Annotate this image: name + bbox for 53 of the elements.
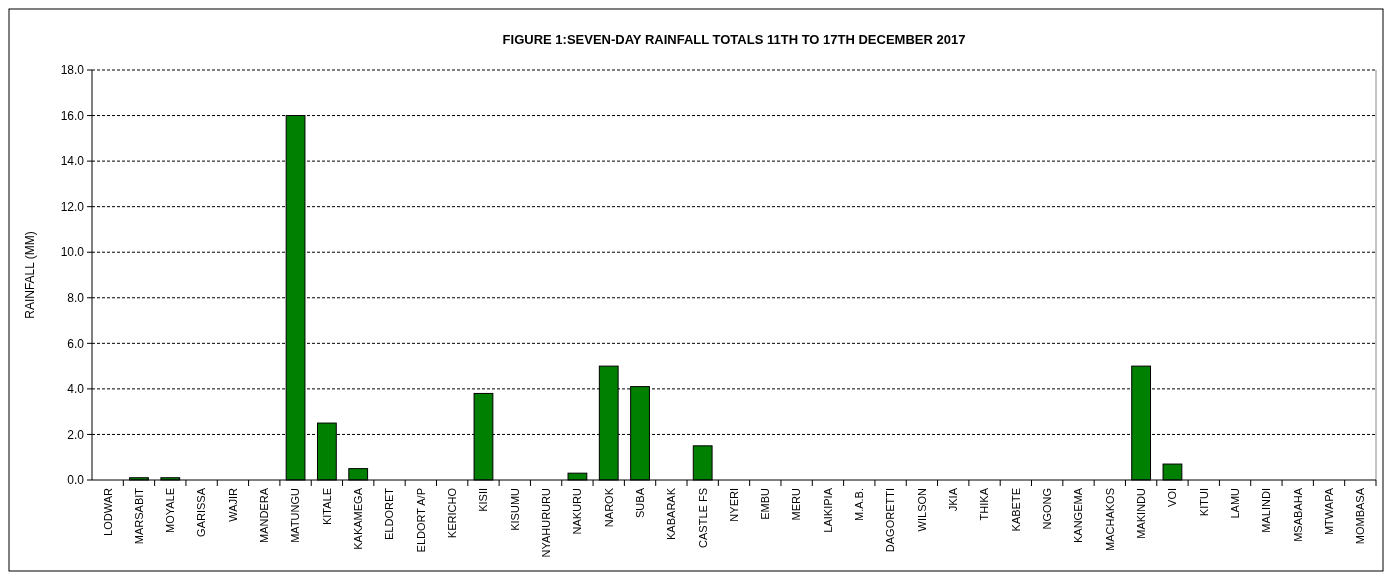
x-tick-label: KITUI xyxy=(1197,488,1210,517)
x-tick-label: MACHAKOS xyxy=(1103,488,1116,551)
x-tick-label: MERU xyxy=(790,487,803,521)
y-tick-label: 4.0 xyxy=(67,382,85,397)
x-tick-label: KERICHO xyxy=(446,487,458,539)
x-tick-label: DAGORETTI xyxy=(884,488,897,553)
x-tick-label: EMBU xyxy=(759,487,772,520)
x-tick-label: LAIKIPIA xyxy=(821,487,834,533)
x-tick-label: MALINDI xyxy=(1260,488,1273,533)
x-tick-label: MANDERA xyxy=(258,487,271,544)
x-tick-label: THIKA xyxy=(978,487,991,521)
x-tick-label: NGONG xyxy=(1041,488,1054,530)
x-tick-label: MOMBASA xyxy=(1354,487,1367,545)
x-tick-label: KAKAMEGA xyxy=(352,487,365,550)
x-tick-label: KANGEMA xyxy=(1072,487,1085,544)
x-tick-label: MTWAPA xyxy=(1322,487,1335,536)
x-tick-label: KISUMU xyxy=(508,487,521,531)
x-tick-label: M.A.B. xyxy=(853,488,866,522)
x-tick-label: MOYALE xyxy=(164,488,177,534)
x-tick-label: NYERI xyxy=(727,488,740,522)
x-tick-label: ELDORET xyxy=(383,487,396,540)
x-tick-label: NAROK xyxy=(602,487,615,528)
x-tick-label: NAKURU xyxy=(571,487,584,535)
x-tick-label: LAMU xyxy=(1228,487,1241,519)
y-tick-label: 0.0 xyxy=(67,473,85,488)
y-axis-title: RAINFALL (MM) xyxy=(23,231,37,319)
x-tick-label: MAKINDU xyxy=(1134,487,1147,539)
y-tick-label: 12.0 xyxy=(60,199,85,214)
x-tick-label: KABARAK xyxy=(665,487,678,540)
x-tick-label: SUBA xyxy=(633,487,646,518)
x-tick-label: JKIA xyxy=(947,487,960,512)
x-tick-label: GARISSA xyxy=(195,487,208,537)
x-tick-label: KISII xyxy=(477,488,490,512)
y-tick-label: 8.0 xyxy=(67,290,85,305)
y-tick-label: 10.0 xyxy=(60,245,85,260)
y-tick-label: 16.0 xyxy=(60,108,85,123)
x-tick-label: MARSABIT xyxy=(132,487,145,545)
y-tick-label: 6.0 xyxy=(67,336,85,351)
chart-title: FIGURE 1:SEVEN-DAY RAINFALL TOTALS 11TH TO 17TH DECEMBER 2017 xyxy=(502,32,966,47)
x-tick-label: MATUNGU xyxy=(289,487,302,543)
y-tick-label: 14.0 xyxy=(60,154,85,169)
x-tick-label: CASTLE FS xyxy=(696,488,709,548)
x-tick-label: VOI xyxy=(1166,488,1179,507)
x-tick-label: MSABAHA xyxy=(1291,487,1304,542)
x-tick-label: LODWAR xyxy=(101,487,114,536)
x-tick-label: KABETE xyxy=(1009,488,1022,532)
x-tick-label: ELDORT A/P xyxy=(414,488,427,553)
x-tick-label: KITALE xyxy=(320,488,333,526)
y-tick-label: 2.0 xyxy=(67,427,85,442)
x-tick-label: WAJIR xyxy=(226,487,239,522)
x-tick-label: WILSON xyxy=(915,487,928,532)
y-tick-label: 18.0 xyxy=(60,63,85,78)
x-tick-label: NYAHURURU xyxy=(539,487,552,558)
